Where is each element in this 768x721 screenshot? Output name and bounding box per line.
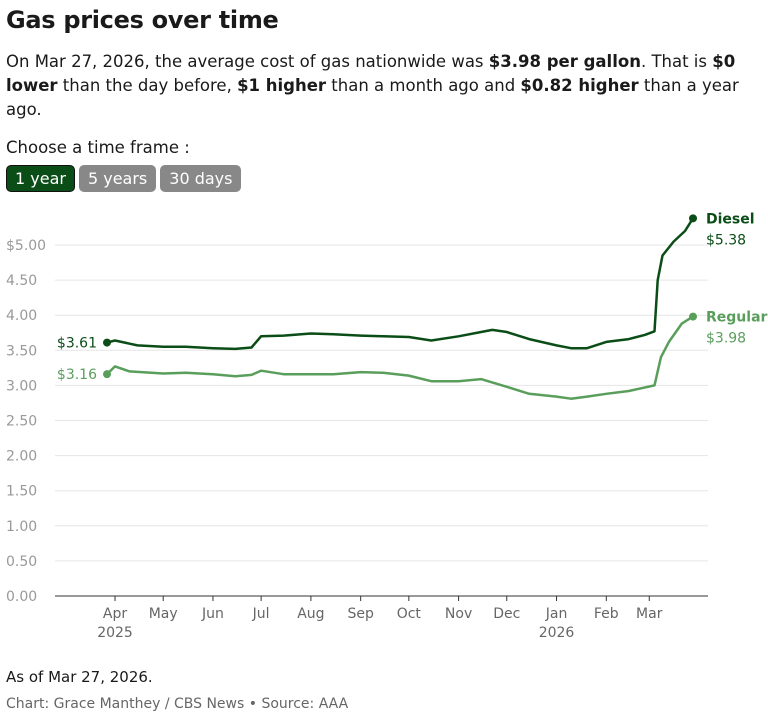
page-title: Gas prices over time — [6, 6, 279, 34]
x-tick-label: Sep — [347, 606, 374, 622]
5-years-button[interactable]: 5 years — [78, 165, 157, 192]
x-tick-label: Feb — [594, 606, 619, 622]
series-line-regular — [106, 315, 694, 400]
series-name-label: Regular — [706, 310, 768, 326]
y-tick-label: 4.00 — [6, 308, 37, 324]
x-tick-label: May — [149, 606, 178, 622]
end-point — [689, 214, 697, 223]
x-tick-label: Aug — [297, 606, 324, 622]
x-tick-label: Dec — [493, 606, 520, 622]
y-tick-label: 1.00 — [6, 519, 37, 535]
start-value-label: $3.16 — [57, 367, 97, 383]
as-of-note: As of Mar 27, 2026. — [6, 668, 153, 686]
x-tick-label: Nov — [445, 606, 472, 622]
x-tick-year: 2026 — [539, 625, 575, 641]
x-tick-label: Mar — [636, 606, 663, 622]
x-tick-label: Oct — [397, 606, 422, 622]
30-days-button[interactable]: 30 days — [160, 165, 242, 192]
end-point — [689, 312, 697, 321]
start-value-label: $3.61 — [57, 336, 97, 352]
y-tick-label: 3.00 — [6, 378, 37, 394]
line-chart: 0.00 0.50 1.00 1.50 2.00 2.50 3.00 3.50 4.00 4.50… — [6, 211, 768, 641]
y-tick-label: 2.00 — [6, 449, 37, 465]
y-tick-label: 4.50 — [6, 273, 37, 289]
y-tick-label: 3.50 — [6, 343, 37, 359]
1-year-button[interactable]: 1 year — [6, 165, 75, 192]
series-name-label: Diesel — [706, 211, 755, 227]
summary-text: On Mar 27, 2026, the average cost of gas… — [6, 52, 739, 119]
start-point — [103, 370, 111, 379]
x-tick-label: Jun — [201, 606, 224, 622]
end-value-label: $3.98 — [706, 331, 746, 347]
y-tick-label: 1.50 — [6, 484, 37, 500]
credit: Chart: Grace Manthey / CBS News • Source… — [6, 696, 349, 712]
x-tick-label: Apr — [103, 606, 127, 622]
start-point — [103, 338, 111, 347]
time-frame-label: Choose a time frame : — [6, 138, 190, 157]
y-tick-label: 0.00 — [6, 589, 37, 605]
end-value-label: $5.38 — [706, 232, 746, 248]
x-tick-label: Jan — [545, 606, 568, 622]
y-tick-label: 2.50 — [6, 414, 37, 430]
y-tick-label: 0.50 — [6, 554, 37, 570]
x-tick-year: 2025 — [97, 625, 133, 641]
time-frame-buttons: 1 year 5 years 30 days — [6, 165, 242, 192]
series-line-diesel — [106, 217, 695, 351]
y-tick-label: $5.00 — [6, 238, 46, 254]
x-tick-label: Jul — [252, 606, 270, 622]
